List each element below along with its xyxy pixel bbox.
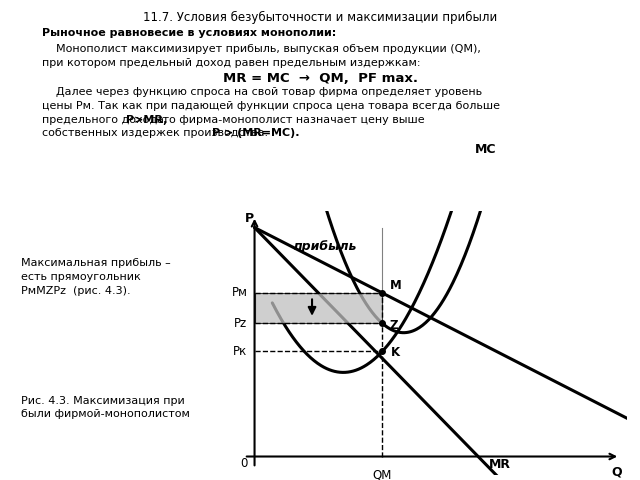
- Text: Максимальная прибыль –: Максимальная прибыль –: [21, 258, 171, 268]
- Text: РмMZPz  (рис. 4.3).: РмMZPz (рис. 4.3).: [21, 286, 131, 296]
- Text: собственных издержек производства:: собственных издержек производства:: [42, 128, 271, 138]
- Text: есть прямоугольник: есть прямоугольник: [21, 272, 141, 282]
- Text: M: M: [389, 279, 401, 292]
- Text: MC: MC: [475, 144, 496, 156]
- Text: Z: Z: [389, 319, 398, 332]
- Text: P > (MR=MC).: P > (MR=MC).: [212, 128, 300, 138]
- Text: K: K: [391, 346, 400, 359]
- Text: Рыночное равновесие в условиях монополии:: Рыночное равновесие в условиях монополии…: [42, 28, 336, 38]
- Text: предельного дохода: предельного дохода: [42, 115, 167, 125]
- Text: Q: Q: [611, 466, 622, 479]
- Text: были фирмой-монополистом: были фирмой-монополистом: [21, 409, 190, 420]
- Text: 0: 0: [240, 457, 248, 470]
- Text: Монополист максимизирует прибыль, выпуская объем продукции (QM),: Монополист максимизирует прибыль, выпуск…: [42, 44, 481, 54]
- Text: цены Рм. Так как при падающей функции спроса цена товара всегда больше: цены Рм. Так как при падающей функции сп…: [42, 101, 500, 111]
- Text: P>MR,: P>MR,: [126, 115, 168, 125]
- Text: Рк: Рк: [233, 345, 248, 358]
- Text: Рис. 4.3. Максимизация при: Рис. 4.3. Максимизация при: [21, 396, 185, 406]
- Text: Рм: Рм: [232, 287, 248, 300]
- Text: прибыль: прибыль: [294, 240, 357, 253]
- Text: P: P: [244, 212, 254, 225]
- Bar: [255, 293, 382, 324]
- Text: то фирма-монополист назначает цену выше: то фирма-монополист назначает цену выше: [159, 115, 424, 125]
- Text: Pz: Pz: [234, 317, 248, 330]
- Text: Далее через функцию спроса на свой товар фирма определяет уровень: Далее через функцию спроса на свой товар…: [42, 87, 482, 97]
- Text: при котором предельный доход равен предельным издержкам:: при котором предельный доход равен преде…: [42, 58, 420, 68]
- Text: MR = MC  →  QM,  PF max.: MR = MC → QM, PF max.: [223, 72, 417, 85]
- Text: 11.7. Условия безубыточности и максимизации прибыли: 11.7. Условия безубыточности и максимиза…: [143, 11, 497, 24]
- Text: QM: QM: [372, 468, 392, 480]
- Text: MR: MR: [488, 458, 511, 471]
